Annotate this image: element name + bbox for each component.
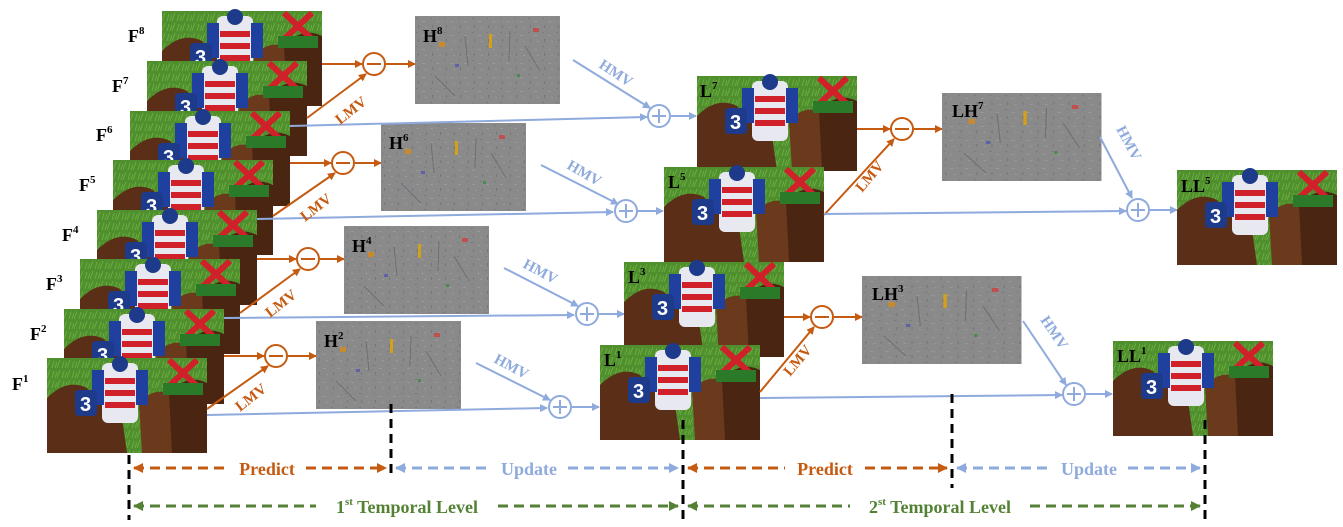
update-arrows-level2 <box>759 136 1178 400</box>
minus-nodes-level2 <box>810 117 914 329</box>
first-level-label: 1st Temporal Level <box>336 496 478 517</box>
frame-label: F2 <box>30 323 47 344</box>
band-label: LL1 <box>1117 345 1147 366</box>
frame-labels: F8 F7 F6 F5 F4 F3 F2 F1 <box>12 25 145 394</box>
minus-nodes-level1 <box>264 52 386 368</box>
predict-label: Predict <box>797 459 853 479</box>
band-label: H2 <box>324 330 344 351</box>
band-label: LH3 <box>872 283 904 304</box>
hmv-label: HMV <box>491 351 531 382</box>
band-label: H8 <box>423 25 443 46</box>
input-frames <box>47 9 322 453</box>
frame-label: F5 <box>79 174 96 195</box>
band-label: L1 <box>604 349 622 370</box>
band-label: L5 <box>668 171 686 192</box>
frame-label: F4 <box>62 224 79 245</box>
second-level-label: 2st Temporal Level <box>869 496 1011 517</box>
frame-label: F8 <box>128 25 145 46</box>
frame-label: F7 <box>112 75 129 96</box>
stage-labels: Predict Update Predict Update <box>239 459 1117 479</box>
hmv-label: HMV <box>1037 313 1071 352</box>
update-arrows-level1 <box>206 59 697 416</box>
low-band-image <box>600 343 760 440</box>
low-band-frames <box>600 74 857 440</box>
low-band-image <box>624 260 784 357</box>
stage-markers <box>127 394 1207 520</box>
plus-nodes-level1 <box>548 104 671 419</box>
band-label: H4 <box>352 235 372 256</box>
plus-nodes-level2 <box>1062 198 1150 406</box>
predict-arrows-level2 <box>759 125 943 393</box>
frame-label: F1 <box>12 373 29 394</box>
band-label: H6 <box>389 132 409 153</box>
band-label: L7 <box>700 80 718 101</box>
lmv-label: LMV <box>333 94 371 128</box>
low-band-image <box>697 74 857 171</box>
band-label: L3 <box>628 266 646 287</box>
band-label: LL5 <box>1181 175 1211 196</box>
frame-image <box>47 356 207 453</box>
update-label: Update <box>1061 459 1117 479</box>
low-band-labels: L7 L5 L3 L1 <box>604 80 718 370</box>
predict-label: Predict <box>239 459 295 479</box>
high-band-labels: H8 H6 H4 H2 <box>324 25 443 351</box>
update-label: Update <box>501 459 557 479</box>
level2-high-labels: LH7 LH3 <box>872 100 984 304</box>
hmv-label: HMV <box>520 256 560 287</box>
hmv-label: HMV <box>1112 123 1143 163</box>
frame-label: F6 <box>96 124 113 145</box>
level-labels: 1st Temporal Level 2st Temporal Level <box>336 496 1011 517</box>
frame-label: F3 <box>46 273 63 294</box>
low-band-image <box>664 165 824 262</box>
hmv-label: HMV <box>564 158 604 190</box>
predict-arrows-level1 <box>206 60 416 410</box>
hmv-label: HMV <box>596 57 636 90</box>
level2-low-labels: LL5 LL1 <box>1117 175 1211 366</box>
high-band-frames <box>315 15 561 410</box>
band-label: LH7 <box>952 100 984 121</box>
